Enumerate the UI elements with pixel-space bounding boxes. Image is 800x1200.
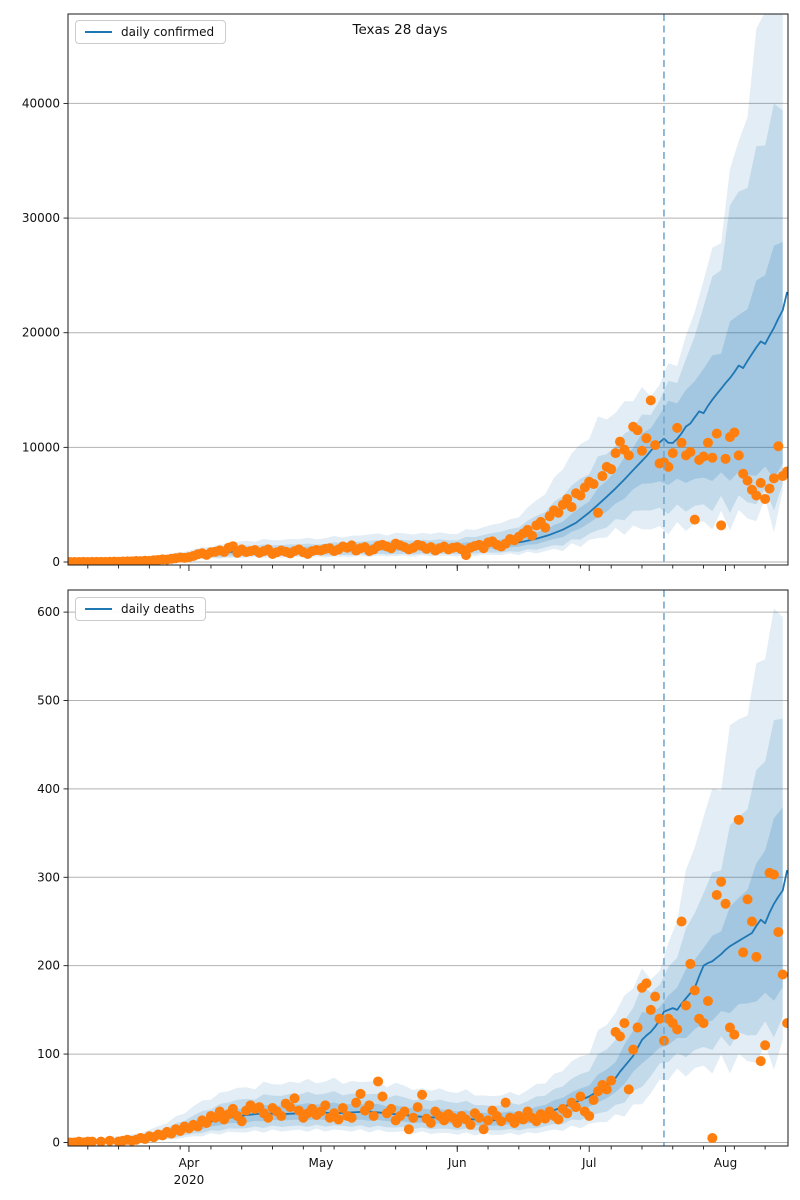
x-axis-ticks [87,565,766,571]
legend-label: daily confirmed [121,25,215,39]
legend-daily-confirmed: daily confirmed [75,20,227,44]
legend-line-swatch [85,608,112,610]
legend-line-swatch [85,31,112,33]
y-tick-label: 40000 [22,96,60,110]
confidence-band-outer [105,608,783,1143]
y-axis-ticks [63,102,68,563]
confidence-band-inner [105,241,783,562]
y-tick-label: 300 [37,870,60,884]
chart-title: Texas 28 days [352,22,448,38]
y-tick-label: 0 [52,1135,60,1149]
y-gridlines [68,611,788,1143]
y-tick-label: 500 [37,693,60,707]
observed-scatter [68,814,788,1146]
y-tick-label: 200 [37,959,60,973]
year-label: 2020 [174,1173,205,1187]
y-gridlines [68,102,788,563]
y-tick-labels: 0 10000 20000 30000 40000 [22,96,60,569]
x-tick-labels: Apr 2020 May Jun Jul Aug [174,1156,738,1187]
y-tick-label: 400 [37,782,60,796]
y-tick-label: 10000 [22,440,60,454]
axes-frame [67,589,789,1147]
y-axis-ticks [63,611,68,1143]
legend-label: daily deaths [121,602,195,616]
y-tick-label: 30000 [22,211,60,225]
legend-daily-deaths: daily deaths [75,597,207,621]
axes-frame [67,13,789,566]
y-tick-labels: 0 100 200 300 400 500 600 [37,605,60,1149]
confirmed-chart: 0 10000 20000 30000 40000 [22,13,789,571]
x-tick-label: Jun [447,1156,467,1170]
deaths-chart: 0 100 200 300 400 500 600 Apr 2020 May Jun Jul Aug [37,589,789,1187]
x-axis-ticks [87,1146,766,1152]
y-tick-label: 20000 [22,326,60,340]
x-tick-label: Apr [179,1156,200,1170]
y-tick-label: 0 [52,555,60,569]
x-tick-label: May [308,1156,333,1170]
x-tick-label: Aug [714,1156,737,1170]
y-tick-label: 600 [37,605,60,619]
observed-scatter [68,395,788,565]
confidence-band-outer [105,14,783,562]
y-tick-label: 100 [37,1047,60,1061]
x-tick-label: Jul [581,1156,596,1170]
